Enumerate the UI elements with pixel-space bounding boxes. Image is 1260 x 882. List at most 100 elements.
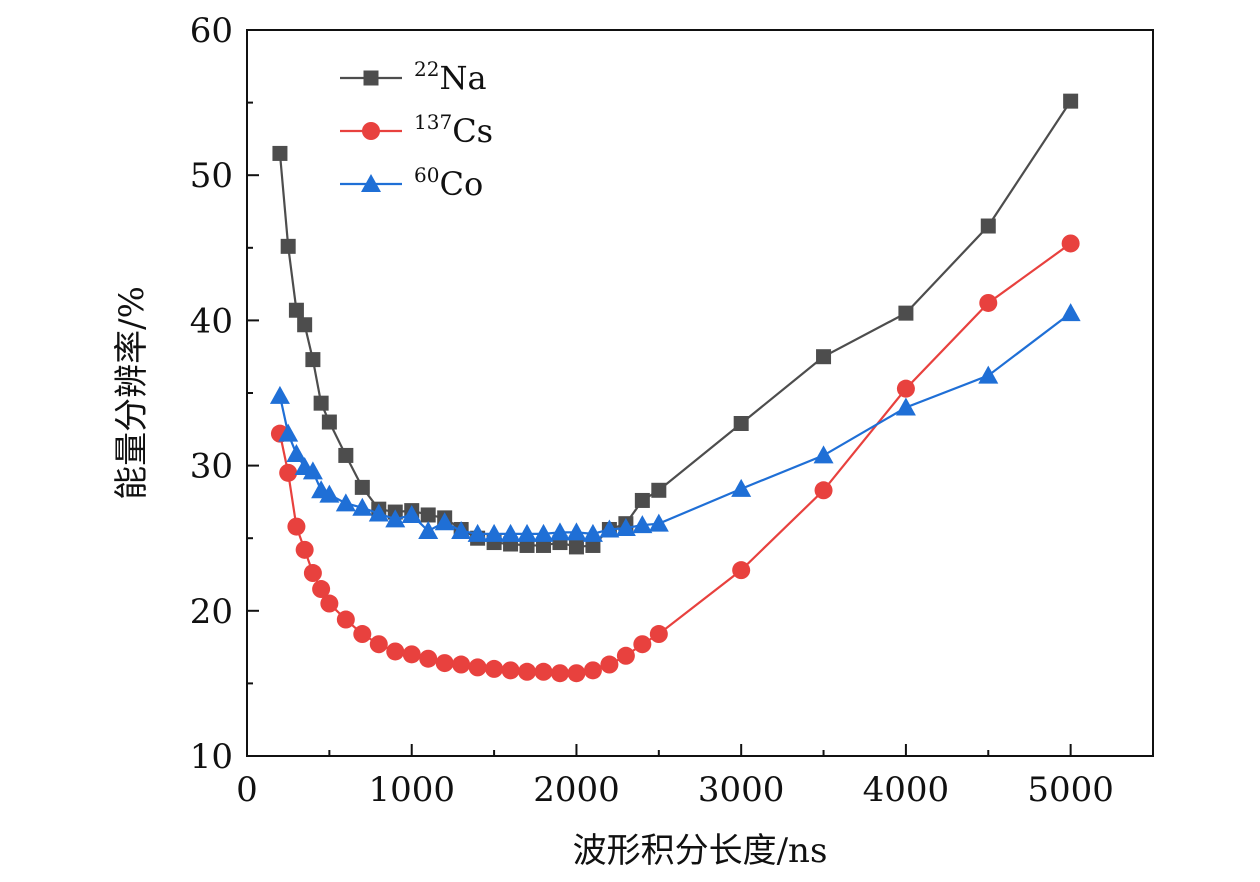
data-point-60Co <box>1060 303 1081 322</box>
data-point-22Na <box>354 479 370 495</box>
y-axis-label: 能量分辨率/% <box>112 286 152 500</box>
data-point-22Na <box>297 317 313 333</box>
data-point-60Co <box>352 497 373 516</box>
data-point-60Co <box>385 509 406 528</box>
data-point-22Na <box>816 349 832 365</box>
data-point-60Co <box>401 504 422 523</box>
data-point-60Co <box>319 484 340 503</box>
x-tick-label: 1000 <box>368 770 455 810</box>
data-point-60Co <box>731 478 752 497</box>
data-point-137Cs <box>896 379 915 398</box>
legend-item-22Na: 22Na <box>340 57 487 97</box>
data-point-137Cs <box>1061 234 1080 253</box>
data-point-137Cs <box>616 646 635 665</box>
legend-label-60Co: 60Co <box>414 163 483 203</box>
data-point-60Co <box>517 523 538 542</box>
tick-labels: 0 1000 2000 3000 4000 5000 10 20 30 40 50 60 <box>190 11 1114 810</box>
data-point-137Cs <box>468 658 487 677</box>
series-line-137Cs <box>278 242 1072 675</box>
data-point-60Co <box>434 512 455 531</box>
data-point-60Co <box>599 519 620 538</box>
data-point-60Co <box>533 523 554 542</box>
y-tick-label: 50 <box>190 156 233 196</box>
data-point-137Cs <box>600 655 619 674</box>
data-point-22Na <box>321 414 337 430</box>
x-tick-label: 5000 <box>1027 770 1114 810</box>
data-point-60Co <box>335 493 356 512</box>
series-layer <box>269 93 1081 683</box>
x-tick-label: 3000 <box>698 770 785 810</box>
axis-ticks <box>246 29 1154 757</box>
legend-marker-60Co <box>361 174 381 192</box>
data-point-137Cs <box>369 635 388 654</box>
data-point-60Co <box>566 522 587 541</box>
series-137Cs <box>270 234 1080 683</box>
y-tick-label: 40 <box>190 301 233 341</box>
legend-superscript: 60 <box>414 163 439 187</box>
legend-superscript: 22 <box>414 57 439 81</box>
x-axis-label: 波形积分长度/ns <box>573 831 828 871</box>
legend-marker-22Na <box>363 70 379 86</box>
data-point-137Cs <box>320 594 339 613</box>
data-point-137Cs <box>485 659 504 678</box>
data-point-137Cs <box>279 463 298 482</box>
data-point-137Cs <box>550 664 569 683</box>
y-tick-label: 60 <box>190 11 233 51</box>
data-point-137Cs <box>567 664 586 683</box>
data-point-60Co <box>467 523 488 542</box>
legend-item-137Cs: 137Cs <box>340 110 493 150</box>
series-22Na <box>272 93 1079 555</box>
y-tick-label: 30 <box>190 447 233 487</box>
data-point-137Cs <box>402 645 421 664</box>
legend-label-137Cs: 137Cs <box>414 110 493 150</box>
data-point-137Cs <box>501 661 520 680</box>
data-point-22Na <box>898 305 914 321</box>
data-point-137Cs <box>452 655 471 674</box>
x-tick-label: 4000 <box>863 770 950 810</box>
data-point-22Na <box>1063 93 1079 109</box>
data-point-137Cs <box>518 662 537 681</box>
data-point-60Co <box>648 513 669 532</box>
data-point-60Co <box>813 445 834 464</box>
data-point-60Co <box>500 523 521 542</box>
legend-superscript: 137 <box>414 110 452 134</box>
data-point-22Na <box>980 218 996 234</box>
data-point-137Cs <box>353 625 372 644</box>
data-point-60Co <box>978 365 999 384</box>
series-line-60Co <box>278 312 1072 535</box>
data-point-60Co <box>286 443 307 462</box>
data-point-137Cs <box>419 649 438 668</box>
legend-item-60Co: 60Co <box>340 163 483 203</box>
legend: 22Na 137Cs 60Co <box>340 57 493 203</box>
data-point-60Co <box>418 520 439 539</box>
data-point-22Na <box>280 238 296 254</box>
data-point-137Cs <box>435 654 454 673</box>
data-point-22Na <box>305 352 321 368</box>
data-point-137Cs <box>814 481 833 500</box>
data-point-137Cs <box>732 561 751 580</box>
data-point-60Co <box>895 397 916 416</box>
legend-element-symbol: Co <box>439 165 483 203</box>
data-point-22Na <box>568 539 584 555</box>
data-point-60Co <box>582 523 603 542</box>
x-tick-label: 2000 <box>533 770 620 810</box>
y-tick-label: 20 <box>190 592 233 632</box>
series-line-22Na <box>278 100 1072 549</box>
data-point-137Cs <box>633 635 652 654</box>
data-point-60Co <box>484 523 505 542</box>
data-point-137Cs <box>312 580 331 599</box>
x-tick-label: 0 <box>236 770 258 810</box>
legend-element-symbol: Cs <box>452 112 493 150</box>
data-point-60Co <box>451 520 472 539</box>
data-point-60Co <box>368 503 389 522</box>
legend-marker-137Cs <box>362 122 380 140</box>
data-point-137Cs <box>295 540 314 559</box>
legend-label-22Na: 22Na <box>414 57 487 97</box>
data-point-22Na <box>313 395 329 411</box>
data-point-137Cs <box>534 662 553 681</box>
data-point-137Cs <box>386 642 405 661</box>
data-point-22Na <box>634 492 650 508</box>
data-point-22Na <box>272 145 288 161</box>
legend-element-symbol: Na <box>439 59 486 97</box>
